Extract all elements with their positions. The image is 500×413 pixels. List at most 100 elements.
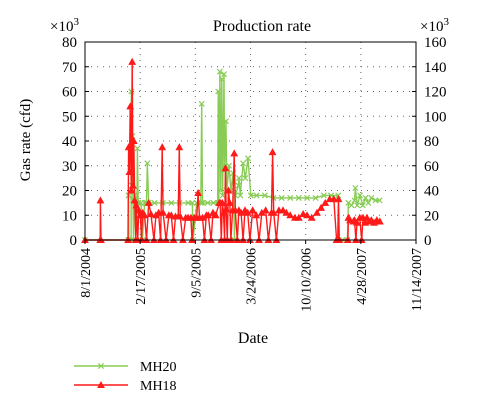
left-axis-multiplier-base: ×10 bbox=[50, 19, 73, 35]
data-point-mh20 bbox=[237, 192, 244, 199]
data-point-mh18 bbox=[282, 208, 291, 216]
data-point-mh18 bbox=[129, 181, 137, 189]
data-point-mh20 bbox=[198, 100, 205, 107]
data-point-mh20 bbox=[261, 192, 268, 199]
data-point-mh18 bbox=[96, 196, 105, 204]
left-axis-tick-label: 30 bbox=[62, 159, 77, 175]
legend: MH20 MH18 bbox=[74, 360, 177, 394]
data-point-mh18 bbox=[321, 198, 330, 206]
data-point-mh20 bbox=[219, 192, 226, 199]
right-axis-tick-label: 20 bbox=[424, 208, 439, 224]
x-axis-tick-label: 8/1/2004 bbox=[79, 248, 94, 298]
data-point-mh18 bbox=[353, 218, 361, 226]
data-point-mh18 bbox=[129, 136, 138, 145]
legend-marker-symbol bbox=[97, 380, 105, 389]
data-point-mh20 bbox=[247, 192, 254, 199]
data-point-mh20 bbox=[335, 192, 342, 199]
right-axis-tick-label: 60 bbox=[424, 159, 439, 175]
legend-marker-mh20 bbox=[97, 362, 105, 370]
right-axis-tick-label: 160 bbox=[424, 35, 447, 51]
data-point-mh20 bbox=[348, 202, 355, 209]
left-axis-tick-label: 60 bbox=[62, 85, 77, 101]
data-point-mh18 bbox=[167, 211, 176, 219]
data-point-mh18 bbox=[125, 167, 134, 175]
legend-label-mh18: MH18 bbox=[140, 379, 177, 394]
left-axis-multiplier: ×103 bbox=[50, 16, 79, 35]
data-point-mh18 bbox=[159, 208, 167, 216]
data-point-mh20 bbox=[244, 155, 252, 162]
x-axis-tick-label: 10/10/2006 bbox=[300, 248, 315, 312]
right-axis-tick-label: 80 bbox=[424, 134, 439, 150]
left-axis-tick-label: 10 bbox=[62, 208, 77, 224]
data-point-mh18 bbox=[286, 211, 295, 219]
data-point-mh20 bbox=[278, 194, 285, 201]
data-point-mh18 bbox=[303, 211, 311, 219]
legend-label-mh20: MH20 bbox=[140, 360, 177, 375]
x-axis-tick-label: 2/17/2005 bbox=[134, 248, 149, 305]
right-axis-tick-label: 140 bbox=[424, 60, 447, 76]
data-point-mh18 bbox=[329, 195, 338, 203]
right-axis-tick-label: 0 bbox=[424, 233, 432, 249]
data-point-mh20 bbox=[220, 71, 228, 78]
data-point-mh20 bbox=[352, 185, 359, 192]
data-point-mh20 bbox=[304, 194, 311, 201]
data-point-mh20 bbox=[216, 68, 223, 75]
data-point-mh18 bbox=[230, 149, 239, 157]
left-axis-tick-label: 70 bbox=[62, 60, 77, 76]
data-point-mh18 bbox=[158, 143, 167, 151]
series-layer bbox=[81, 57, 384, 244]
data-point-mh18 bbox=[126, 102, 135, 110]
data-point-mh20 bbox=[151, 199, 158, 206]
legend-marker-symbol bbox=[97, 362, 105, 370]
data-point-mh18 bbox=[375, 217, 384, 225]
data-point-mh18 bbox=[127, 186, 136, 194]
data-point-mh20 bbox=[215, 88, 222, 95]
left-axis-tick-label: 50 bbox=[62, 109, 77, 125]
data-point-mh20 bbox=[242, 175, 249, 182]
series-mh18 bbox=[81, 57, 384, 244]
data-point-mh20 bbox=[359, 202, 366, 209]
data-point-mh18 bbox=[317, 203, 326, 211]
data-point-mh18 bbox=[269, 208, 278, 216]
data-point-mh18 bbox=[279, 206, 287, 214]
data-point-mh20 bbox=[351, 197, 358, 204]
data-point-mh18 bbox=[218, 198, 227, 206]
data-point-mh20 bbox=[235, 182, 242, 189]
data-point-mh20 bbox=[144, 160, 151, 167]
data-point-mh20 bbox=[240, 160, 247, 167]
left-axis-multiplier-exponent: 3 bbox=[73, 16, 79, 28]
y-axis-label: Gas rate (cfd) bbox=[18, 99, 34, 181]
data-point-mh18 bbox=[268, 148, 277, 156]
data-point-mh20 bbox=[218, 76, 225, 83]
data-point-mh20 bbox=[217, 187, 224, 194]
data-point-mh20 bbox=[225, 162, 233, 169]
data-point-mh20 bbox=[354, 202, 361, 209]
data-point-mh20 bbox=[253, 192, 260, 199]
data-point-mh18 bbox=[176, 212, 185, 220]
data-point-mh18 bbox=[211, 211, 220, 219]
data-point-mh20 bbox=[134, 145, 141, 152]
data-point-mh18 bbox=[252, 211, 261, 219]
data-point-mh18 bbox=[307, 213, 316, 221]
x-axis-tick-label: 11/14/2007 bbox=[410, 248, 425, 311]
left-axis-tick-label: 80 bbox=[62, 35, 77, 51]
data-point-mh20 bbox=[295, 194, 302, 201]
x-axis-tick-label: 4/28/2007 bbox=[355, 248, 370, 305]
data-point-mh18 bbox=[128, 57, 137, 65]
data-point-mh18 bbox=[221, 164, 230, 172]
data-point-mh18 bbox=[248, 206, 257, 214]
data-point-mh20 bbox=[287, 194, 294, 201]
right-axis-tick-label: 100 bbox=[424, 109, 447, 125]
data-point-mh20 bbox=[199, 199, 206, 206]
right-axis-tick-label: 40 bbox=[424, 184, 439, 200]
data-point-mh18 bbox=[140, 211, 149, 219]
axes: 0 10 20 30 40 50 60 70 80 0 20 40 60 80 100 120 140 160 8/… bbox=[62, 35, 447, 312]
data-point-mh18 bbox=[294, 213, 303, 221]
chart-title: Production rate bbox=[213, 18, 311, 35]
left-axis-tick-label: 20 bbox=[62, 184, 77, 200]
data-point-mh18 bbox=[124, 143, 133, 151]
data-point-mh20 bbox=[368, 194, 375, 201]
data-point-mh20 bbox=[312, 194, 319, 201]
right-axis-multiplier: ×103 bbox=[420, 16, 449, 35]
data-point-mh18 bbox=[194, 188, 203, 196]
